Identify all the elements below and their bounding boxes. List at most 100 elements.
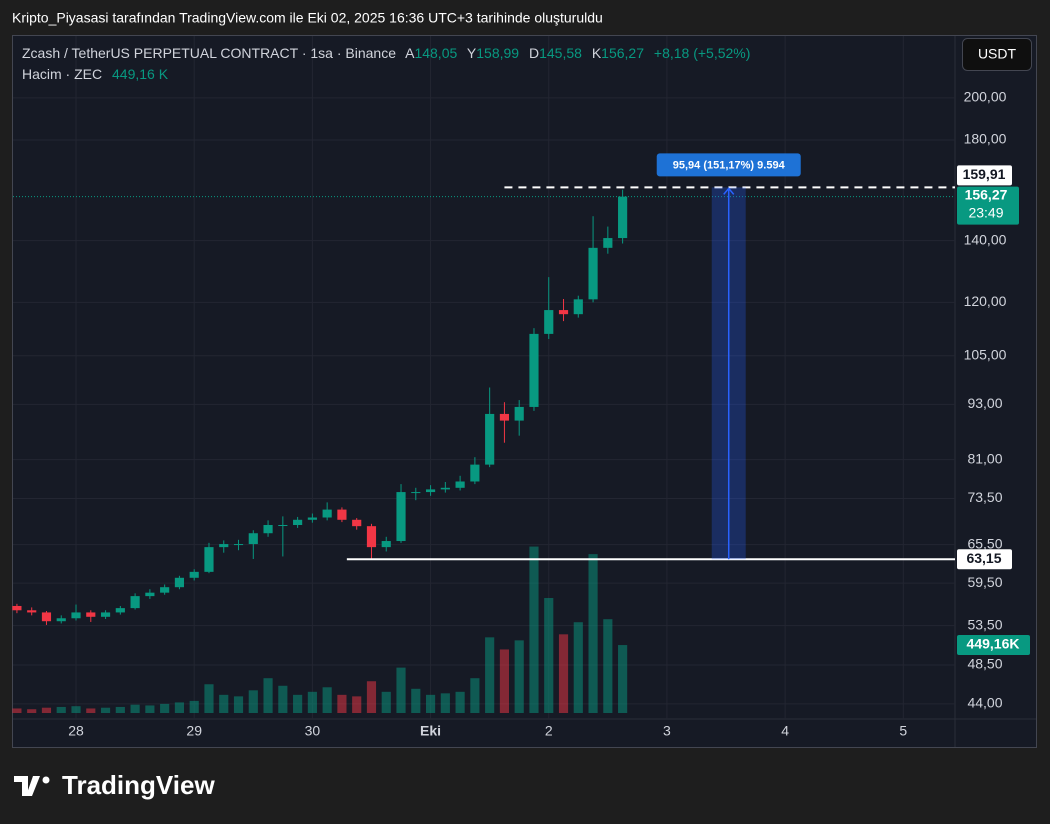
y-tick-label: 180,00 [964,131,1007,147]
volume-legend-value: 449,16 K [112,66,169,82]
candle-body [263,524,273,534]
volume-bar [12,708,22,713]
ohlc-key: D [529,45,539,61]
volume-bar [219,694,229,713]
last-price-tag: 156,27 [965,186,1008,202]
candle-body [56,618,66,622]
volume-bar [86,708,96,713]
measure-label-bg [656,153,801,177]
candle-body [352,519,362,527]
ohlc-value: 145,58 [539,45,582,61]
y-tick-label: 200,00 [964,89,1007,105]
volume-bar [160,703,170,713]
measure-low-tag-bg [957,549,1012,570]
volume-bar [71,706,81,713]
x-tick-label: 30 [305,723,321,739]
measure-label: 95,94 (151,17%) 9.594 [673,159,786,171]
countdown: 23:49 [968,204,1003,220]
candle-body [514,406,524,421]
x-tick-label: Eki [420,723,441,739]
volume-bar [573,622,583,713]
candle-body [440,487,450,490]
volume-bar [588,554,598,713]
candle-body [160,587,170,593]
currency-button[interactable] [962,38,1032,71]
page-title: Kripto_Piyasasi tarafından TradingView.c… [12,10,603,26]
candle-body [455,481,465,488]
candle-body [174,577,185,588]
y-tick-label: 93,00 [967,395,1002,411]
volume-legend-label: Hacim · ZEC [22,66,102,82]
candle-body [396,492,406,542]
candle-body [293,519,303,525]
volume-bar [27,709,37,713]
y-tick-label: 65,50 [967,535,1002,551]
volume-bar [204,684,214,713]
volume-bar [514,640,524,713]
candle-body [130,596,140,609]
volume-bar [396,667,406,713]
volume-bar [470,678,480,713]
candle-body [219,544,229,548]
ohlc-key: A [405,45,415,61]
volume-bar [352,696,362,713]
ohlc-value: 148,05 [414,45,457,61]
x-tick-label: 29 [186,723,202,739]
candle-body [233,544,244,546]
candle-body [618,196,628,239]
symbol: Zcash / TetherUS PERPETUAL CONTRACT · 1s… [22,45,396,61]
candle-body [86,612,96,617]
grid: 28 29 30 Eki 2 3 4 5 200,00 180,00 140,00 120,00 105… [13,36,1007,739]
volume-tag-bg [957,635,1030,656]
volume-bar [100,707,111,713]
volume-bar [293,694,303,713]
candle-body [366,526,377,548]
volume-bar [233,696,244,713]
volume-bar [337,694,347,713]
volume-bar [544,598,554,713]
candle-body [425,489,436,493]
volume-bars [12,546,628,713]
volume-bar [529,546,539,713]
candle-body [470,464,480,482]
candle-body [189,571,199,578]
logo-icon [14,776,40,796]
candle-body [248,533,258,545]
candle-body [322,509,332,518]
y-tick-label: 59,50 [967,574,1002,590]
x-tick-label: 4 [781,723,789,739]
candle-body [278,524,288,526]
ohlc-key: K [592,45,602,61]
candle-body [558,310,569,315]
x-tick-label: 28 [68,723,84,739]
measure-high-tag-bg [957,165,1012,186]
volume-bar [558,634,569,713]
y-tick-label: 73,50 [967,489,1002,505]
logo-text: TradingView [62,770,215,800]
candle-body [307,517,317,520]
candle-body [485,413,495,465]
volume-bar [56,706,66,713]
ohlc-value: 158,99 [476,45,519,61]
y-tick-label: 48,50 [967,656,1002,672]
candle-body [100,612,111,617]
measure-high-tag: 159,91 [963,166,1006,182]
candles [12,189,628,625]
last-price-tag-bg [957,186,1019,225]
volume-bar [115,706,125,713]
y-tick-label: 81,00 [967,450,1002,466]
volume-bar [499,649,510,713]
volume-bar [41,707,52,713]
volume-bar [248,690,258,713]
candle-body [529,333,539,407]
volume-bar [381,691,391,713]
candle-body [544,310,554,334]
candle-body [588,247,598,300]
candle-body [337,509,347,520]
x-tick-label: 2 [545,723,553,739]
volume-bar [425,694,436,713]
volume-bar [366,681,377,713]
currency-button-label[interactable]: USDT [978,46,1017,62]
volume-bar [130,704,140,713]
